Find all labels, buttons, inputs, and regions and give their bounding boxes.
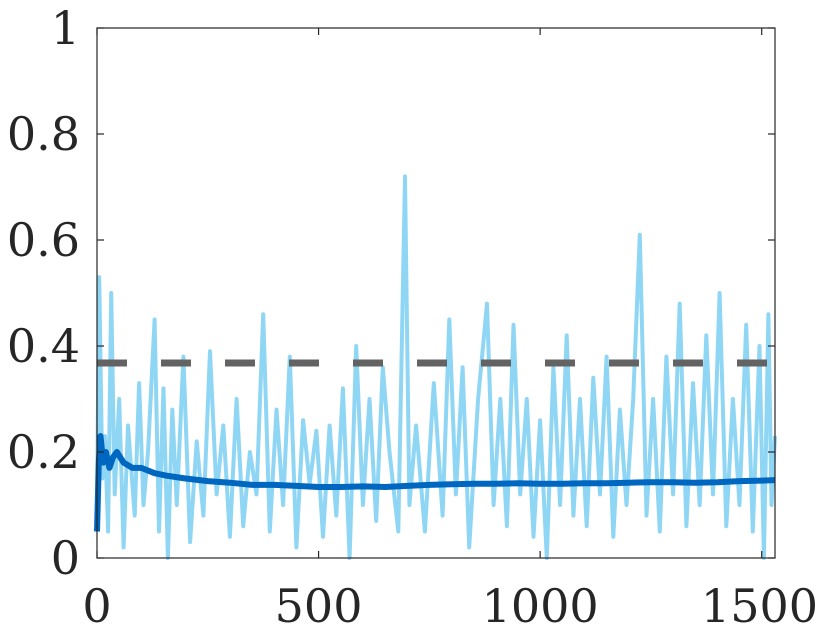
y-tick-label: 0.4	[7, 319, 80, 373]
y-tick-label: 0	[51, 531, 80, 585]
plot-frame	[96, 27, 776, 559]
x-tick-label: 1500	[701, 579, 818, 625]
x-tick-label: 0	[82, 579, 111, 625]
y-tick-label: 1	[51, 1, 80, 55]
series-layer	[94, 174, 777, 560]
y-tick-label: 0.8	[7, 107, 80, 161]
running-average-line	[94, 433, 776, 532]
y-axis-ticks: 0 0.2 0.4 0.6 0.8 1	[7, 1, 775, 585]
y-tick-label: 0.2	[7, 425, 80, 479]
raw-series-line	[95, 174, 777, 560]
x-axis-ticks: 0 500 1000 1500	[82, 28, 818, 625]
x-tick-label: 1000	[482, 579, 599, 625]
y-tick-label: 0.6	[7, 213, 80, 267]
x-tick-label: 500	[275, 579, 363, 625]
axes	[96, 27, 776, 559]
